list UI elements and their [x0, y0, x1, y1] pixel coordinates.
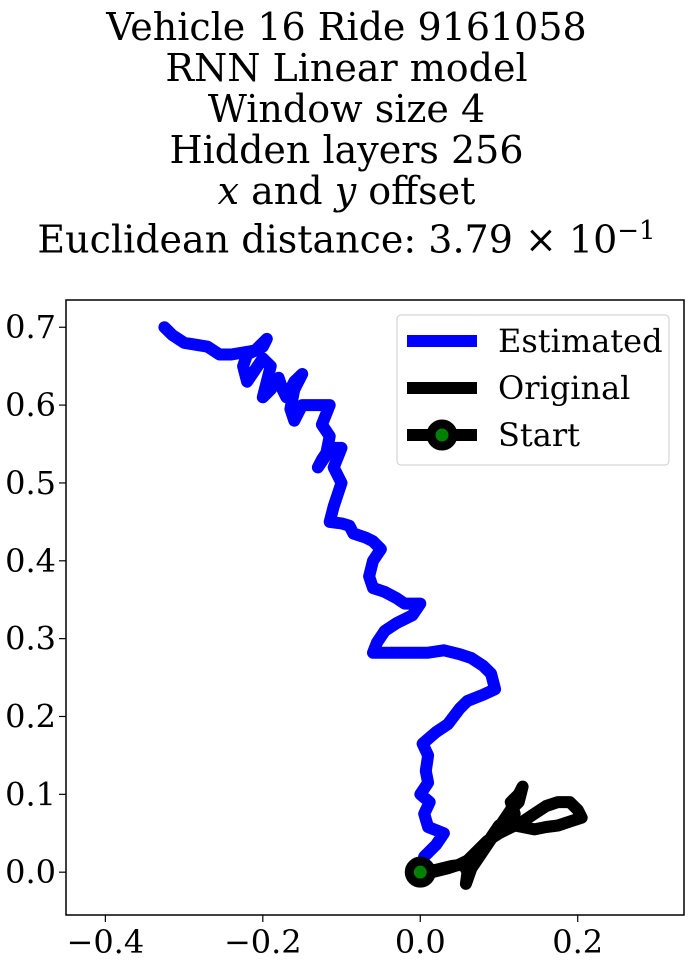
series-original-line: [414, 780, 588, 890]
legend: Estimated Original Start: [396, 314, 670, 466]
title-line-5: x and y offset: [0, 172, 693, 210]
x-tick-label: 0.2: [552, 923, 603, 961]
series-estimated-line: [158, 321, 502, 879]
title-distance: Euclidean distance: 3.79: [37, 217, 513, 262]
y-tick-label: 0.6: [5, 386, 56, 424]
legend-label-original: Original: [498, 369, 630, 407]
y-tick-label: 0.3: [5, 620, 56, 658]
chart-title: Vehicle 16 Ride 9161058 RNN Linear model…: [0, 0, 693, 280]
title-exponent: −1: [617, 216, 656, 246]
legend-label-start: Start: [498, 416, 580, 454]
title-line-2: RNN Linear model: [165, 46, 528, 90]
legend-start-marker: [426, 419, 458, 451]
title-y-var: y: [334, 169, 357, 213]
series-layer: [158, 321, 588, 890]
title-x-var: x: [217, 169, 240, 213]
title-line-4: Hidden layers 256: [0, 131, 693, 169]
legend-label-estimated: Estimated: [498, 322, 663, 360]
ticks-layer: −0.4 −0.2 0.0 0.2 0.0 0.1 0.2 0.3 0.4 0.5 0.6 0.7: [5, 308, 603, 961]
y-tick-label: 0.4: [5, 542, 56, 580]
y-tick-label: 0.5: [5, 464, 56, 502]
title-offset: offset: [356, 169, 476, 213]
x-tick-label: −0.4: [67, 923, 145, 961]
title-line-3: Window size 4: [207, 87, 486, 131]
title-line-6: Euclidean distance: 3.79 × 10−1: [0, 218, 693, 259]
axes-frame: [65, 299, 685, 916]
title-line-1: Vehicle 16 Ride 9161058: [106, 5, 587, 49]
y-tick-label: 0.2: [5, 697, 56, 735]
y-tick-label: 0.7: [5, 308, 56, 346]
title-times: × 10: [512, 217, 618, 262]
y-tick-label: 0.1: [5, 775, 56, 813]
title-and: and: [239, 169, 335, 213]
x-tick-label: 0.0: [395, 923, 446, 961]
x-tick-label: −0.2: [224, 923, 302, 961]
legend-box: [396, 314, 670, 466]
title-line-4-text: Hidden layers 256: [169, 128, 524, 172]
y-tick-label: 0.0: [5, 853, 56, 891]
start-marker: [404, 856, 436, 888]
